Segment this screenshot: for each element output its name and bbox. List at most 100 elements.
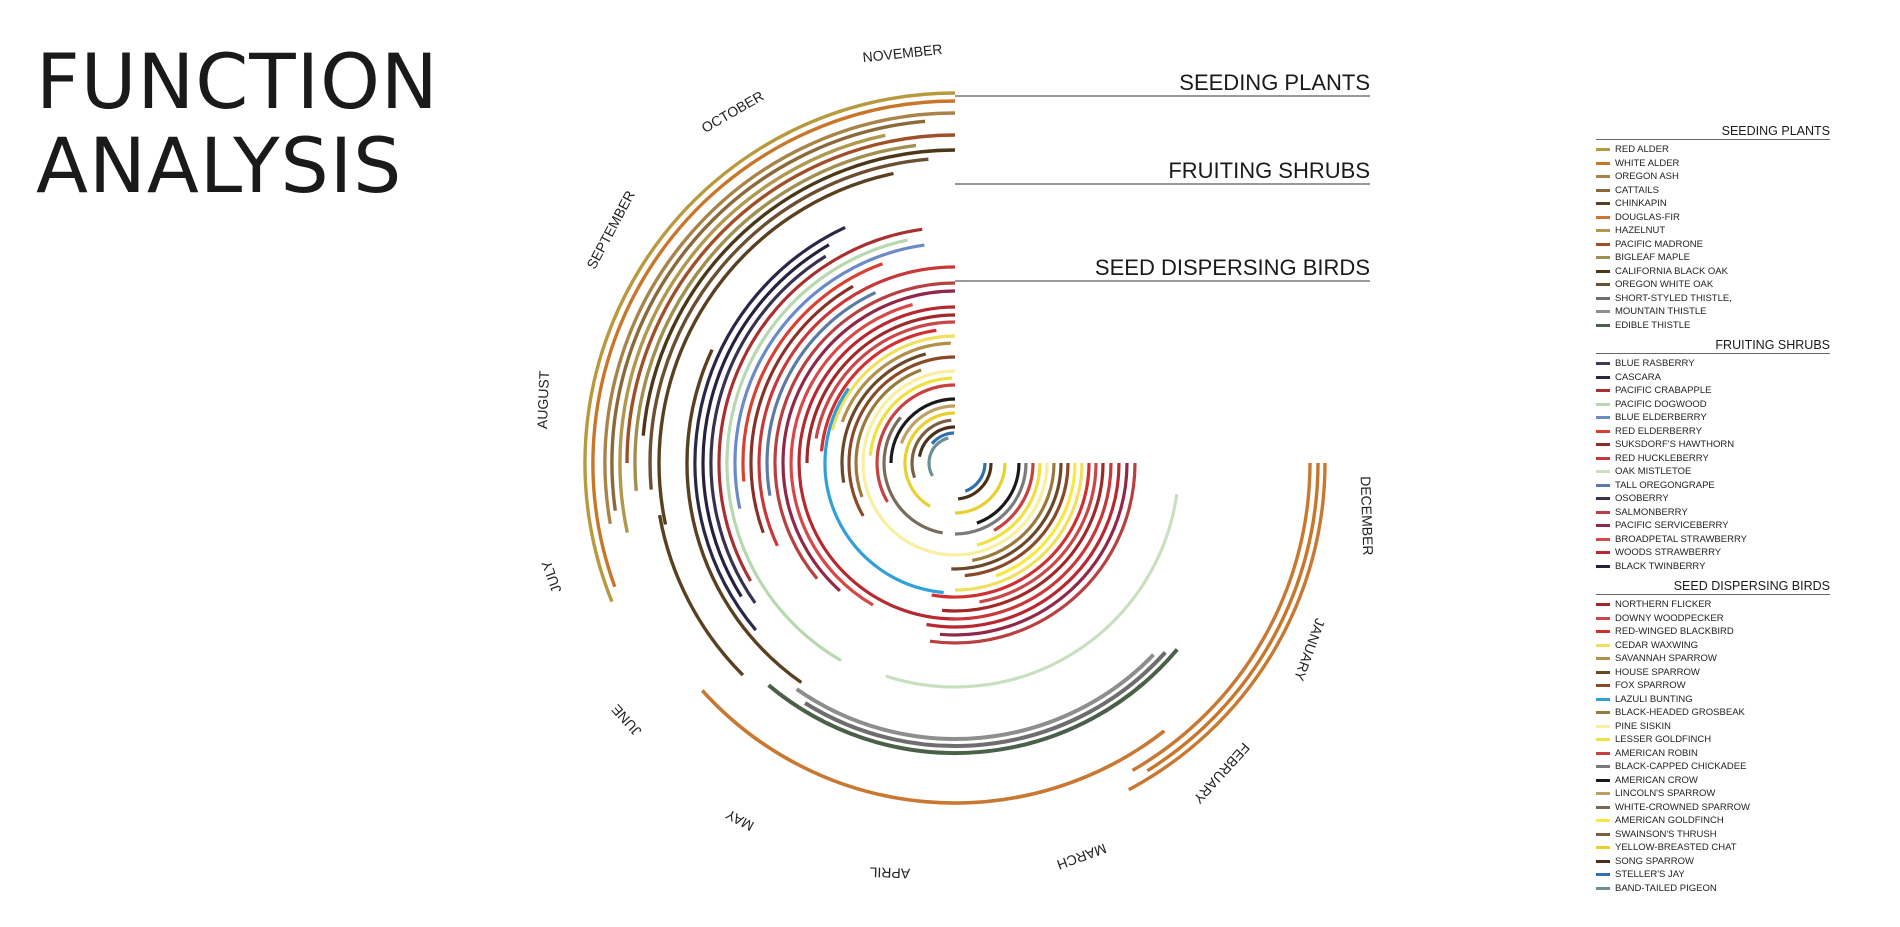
phenology-arc xyxy=(979,462,1098,604)
phenology-arc xyxy=(1131,462,1312,772)
legend-item: HAZELNUT xyxy=(1596,224,1830,238)
legend-item-label: HAZELNUT xyxy=(1615,225,1666,237)
legend-item: EDIBLE THISTLE xyxy=(1596,319,1830,333)
legend-item: SUKSDORF'S HAWTHORN xyxy=(1596,438,1830,452)
legend-item: YELLOW-BREASTED CHAT xyxy=(1596,841,1830,855)
phenology-arc xyxy=(823,387,944,595)
legend-swatch xyxy=(1596,846,1610,850)
legend-item: WOODS STRAWBERRY xyxy=(1596,546,1830,560)
phenology-arc xyxy=(795,653,1155,741)
legend-item-label: WHITE ALDER xyxy=(1615,157,1680,169)
legend-item: OAK MISTLETOE xyxy=(1596,465,1830,479)
phenology-arc xyxy=(882,416,943,535)
legend-item: RED ELDERBERRY xyxy=(1596,425,1830,439)
legend-item: NORTHERN FLICKER xyxy=(1596,598,1830,612)
legend-item: FOX SPARROW xyxy=(1596,679,1830,693)
legend-item-label: CHINKAPIN xyxy=(1615,198,1667,210)
ring-title: FRUITING SHRUBS xyxy=(1168,158,1370,183)
legend-item: SALMONBERRY xyxy=(1596,506,1830,520)
legend-item-label: SHORT-STYLED THISTLE, xyxy=(1615,292,1732,304)
legend-swatch xyxy=(1596,362,1610,366)
phenology-arc xyxy=(954,462,1084,592)
phenology-arc xyxy=(993,462,1035,532)
legend-item-label: AMERICAN CROW xyxy=(1615,774,1698,786)
legend-item: BIGLEAF MAPLE xyxy=(1596,251,1830,265)
legend-swatch xyxy=(1596,215,1610,219)
legend: SEEDING PLANTS RED ALDER WHITE ALDER OREGON… xyxy=(1596,124,1830,901)
legend-swatch xyxy=(1596,564,1610,568)
phenology-arc xyxy=(868,376,953,456)
legend-item: AMERICAN ROBIN xyxy=(1596,747,1830,761)
phenology-arc xyxy=(814,320,956,439)
phenology-arc xyxy=(657,171,894,525)
legend-item-label: SWAINSON'S THRUSH xyxy=(1615,828,1717,840)
phenology-arc xyxy=(830,334,956,431)
legend-swatch xyxy=(1596,765,1610,769)
legend-item-label: WOODS STRAWBERRY xyxy=(1615,547,1722,559)
legend-item: PACIFIC SERVICEBERRY xyxy=(1596,519,1830,533)
legend-item: AMERICAN GOLDFINCH xyxy=(1596,814,1830,828)
legend-swatch xyxy=(1596,161,1610,165)
phenology-arc xyxy=(1127,462,1327,792)
phenology-arc xyxy=(610,119,926,511)
phenology-arc xyxy=(805,313,956,464)
legend-item-label: WHITE-CROWNED SPARROW xyxy=(1615,801,1750,813)
legend-item-label: BLUE ELDERBERRY xyxy=(1615,412,1707,424)
phenology-arc xyxy=(971,462,1056,563)
legend-item-label: BAND-TAILED PIGEON xyxy=(1615,882,1717,894)
legend-swatch xyxy=(1596,456,1610,460)
legend-swatch xyxy=(1596,643,1610,647)
phenology-arc xyxy=(767,648,1179,756)
phenology-arc xyxy=(941,462,1105,613)
legend-item: AMERICAN CROW xyxy=(1596,774,1830,788)
legend-item-label: BIGLEAF MAPLE xyxy=(1615,252,1690,264)
legend-item: CASCARA xyxy=(1596,371,1830,385)
legend-swatch xyxy=(1596,402,1610,406)
legend-item: LINCOLN'S SPARROW xyxy=(1596,787,1830,801)
legend-swatch xyxy=(1596,657,1610,661)
legend-item-label: AMERICAN ROBIN xyxy=(1615,747,1698,759)
legend-swatch xyxy=(1596,724,1610,728)
legend-swatch xyxy=(1596,616,1610,620)
phenology-arc xyxy=(951,462,1063,571)
phenology-arc xyxy=(618,133,886,534)
phenology-arc xyxy=(700,689,1166,805)
legend-item-label: FOX SPARROW xyxy=(1615,680,1686,692)
legend-item: CHINKAPIN xyxy=(1596,197,1830,211)
phenology-arc xyxy=(903,411,956,508)
legend-swatch xyxy=(1596,229,1610,233)
legend-item-label: EDIBLE THISTLE xyxy=(1615,319,1691,331)
phenology-arc xyxy=(781,289,956,592)
legend-item-label: TALL OREGONGRAPE xyxy=(1615,479,1715,491)
phenology-arc xyxy=(954,462,1028,536)
legend-item-label: MOUNTAIN THISTLE xyxy=(1615,306,1707,318)
legend-item-label: OREGON ASH xyxy=(1615,171,1679,183)
ring-title: SEED DISPERSING BIRDS xyxy=(1095,255,1370,280)
legend-item-label: SAVANNAH SPARROW xyxy=(1615,653,1717,665)
legend-item: SONG SPARROW xyxy=(1596,855,1830,869)
phenology-arc xyxy=(954,462,1007,515)
phenology-arc xyxy=(930,431,955,445)
legend-item-label: LAZULI BUNTING xyxy=(1615,693,1693,705)
legend-item-label: BLUE RASBERRY xyxy=(1615,358,1695,370)
month-label: SEPTEMBER xyxy=(583,188,638,272)
legend-item: OREGON WHITE OAK xyxy=(1596,278,1830,292)
legend-swatch xyxy=(1596,670,1610,674)
phenology-arc xyxy=(819,328,937,452)
arc-layer xyxy=(583,91,1327,805)
legend-item-label: RED ALDER xyxy=(1615,144,1669,156)
legend-item: SHORT-STYLED THISTLE, xyxy=(1596,292,1830,306)
legend-item: PACIFIC DOGWOOD xyxy=(1596,398,1830,412)
legend-item: BLACK-HEADED GROSBEAK xyxy=(1596,706,1830,720)
legend-swatch xyxy=(1596,283,1610,287)
legend-item: LAZULI BUNTING xyxy=(1596,693,1830,707)
legend-swatch xyxy=(1596,510,1610,514)
phenology-arc xyxy=(685,348,803,684)
legend-item-label: DOUGLAS-FIR xyxy=(1615,211,1680,223)
legend-item-label: PACIFIC MADRONE xyxy=(1615,238,1703,250)
phenology-arc xyxy=(741,262,884,482)
phenology-arc xyxy=(657,514,745,677)
legend-swatch xyxy=(1596,551,1610,555)
month-label: OCTOBER xyxy=(699,87,767,135)
legend-item: DOWNY WOODPECKER xyxy=(1596,612,1830,626)
